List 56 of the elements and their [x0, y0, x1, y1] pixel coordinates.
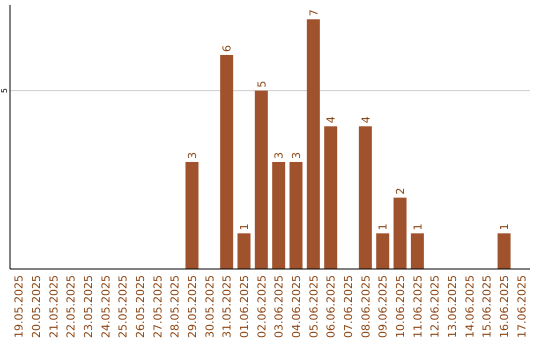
x-tick-label: 04.06.2025 — [290, 275, 304, 338]
x-tick-label: 17.06.2025 — [515, 275, 528, 338]
x-tick-label: 13.06.2025 — [446, 275, 460, 338]
x-tick-label: 29.05.2025 — [186, 275, 199, 338]
bar — [498, 233, 511, 269]
x-tick-label: 23.05.2025 — [82, 275, 95, 338]
x-tick-label: 27.05.2025 — [151, 275, 164, 338]
x-tick-label: 12.06.2025 — [428, 275, 442, 338]
data-label: 2 — [394, 188, 408, 195]
bar — [324, 126, 338, 269]
x-tick-label: 11.06.2025 — [411, 275, 424, 338]
x-tick-label: 15.06.2025 — [480, 275, 494, 338]
x-tick-label: 14.06.2025 — [463, 275, 476, 338]
x-tick-label: 22.05.2025 — [64, 275, 78, 338]
x-tick-label: 10.06.2025 — [394, 275, 408, 338]
x-tick-label: 02.06.2025 — [255, 275, 268, 338]
x-tick-label: 26.05.2025 — [134, 275, 147, 338]
bar — [272, 162, 286, 269]
x-tick-label: 20.05.2025 — [30, 275, 43, 338]
x-tick-label: 08.06.2025 — [359, 275, 372, 338]
bar — [254, 90, 268, 269]
x-tick-label: 28.05.2025 — [168, 275, 182, 338]
bar — [394, 198, 407, 269]
data-label: 6 — [220, 44, 234, 52]
bar — [185, 162, 198, 269]
x-tick-label: 09.06.2025 — [376, 275, 390, 338]
data-label: 4 — [324, 116, 338, 124]
x-tick-label: 31.05.2025 — [220, 275, 234, 338]
data-label: 7 — [307, 9, 320, 16]
x-tick-label: 19.05.2025 — [12, 275, 26, 338]
data-label: 4 — [359, 116, 372, 124]
x-tick-label: 03.06.2025 — [272, 275, 286, 338]
x-tick-label: 06.06.2025 — [324, 275, 338, 338]
data-label: 5 — [255, 80, 268, 88]
data-label: 1 — [376, 223, 390, 230]
x-tick-label: 05.06.2025 — [307, 275, 320, 338]
data-label: 3 — [272, 152, 286, 159]
x-tick-label: 01.06.2025 — [238, 275, 251, 338]
bar — [358, 126, 372, 269]
x-tick-label: 30.05.2025 — [203, 275, 216, 338]
data-label: 1 — [498, 223, 512, 230]
data-label: 3 — [186, 152, 199, 159]
data-label: 1 — [238, 223, 251, 230]
bar — [290, 162, 303, 269]
bar — [410, 233, 424, 269]
x-tick-label: 24.05.2025 — [99, 275, 112, 338]
data-label: 3 — [290, 152, 304, 159]
x-tick-label: 16.06.2025 — [498, 275, 512, 338]
bar — [376, 233, 390, 269]
bar — [237, 233, 250, 269]
bar — [220, 54, 234, 269]
data-label: 1 — [411, 223, 424, 230]
x-tick-label: 25.05.2025 — [116, 275, 130, 338]
x-tick-label: 07.06.2025 — [342, 275, 356, 338]
bar — [306, 19, 320, 269]
x-tick-label: 21.05.2025 — [47, 275, 60, 338]
